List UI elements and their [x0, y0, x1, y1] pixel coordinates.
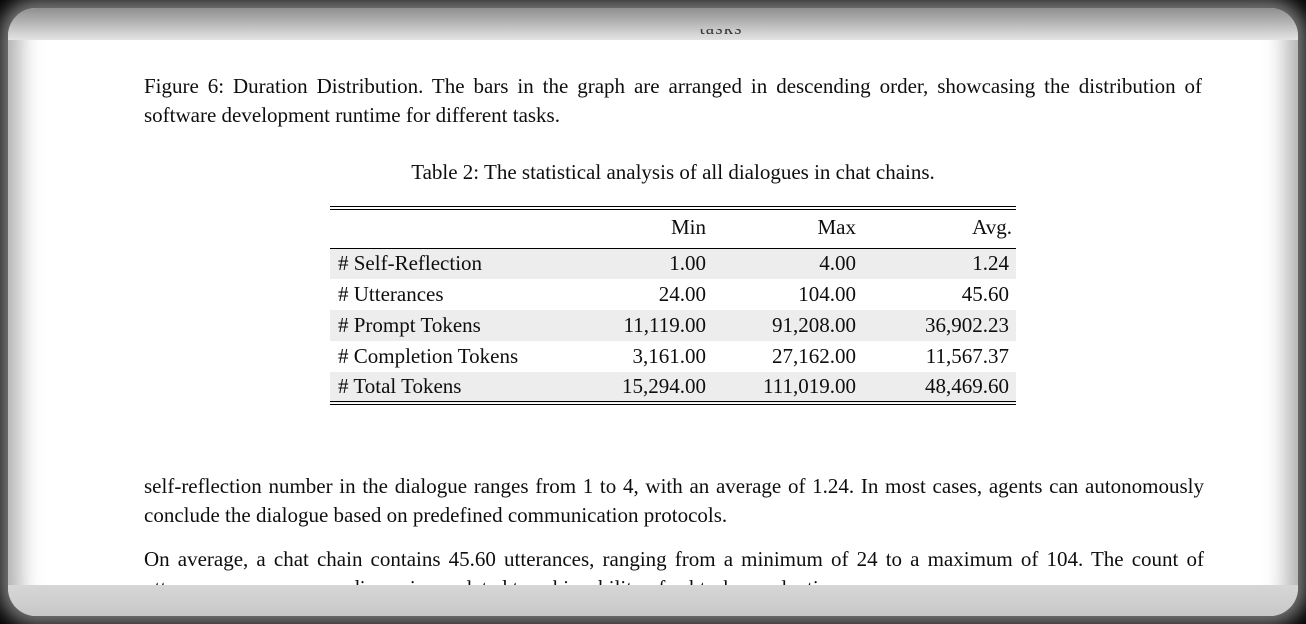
- statistics-table: Min Max Avg. # Self-Reflection 1.00 4.00…: [330, 206, 1016, 405]
- table-row-self-reflection: # Self-Reflection 1.00 4.00 1.24: [330, 248, 1016, 279]
- cell-avg: 36,902.23: [925, 313, 1009, 337]
- cell-avg: 45.60: [961, 282, 1009, 306]
- axis-label-fragment: tasks: [676, 29, 766, 40]
- row-label: # Utterances: [338, 282, 444, 306]
- bottom-shadow-overlay: [8, 585, 1298, 616]
- clipped-figure-axis-label: tasks: [676, 29, 766, 40]
- cell-max: 111,019.00: [763, 374, 856, 398]
- row-label: # Total Tokens: [338, 374, 462, 398]
- body-paragraph-1: self-reflection number in the dialogue r…: [144, 474, 1204, 527]
- cell-min: 3,161.00: [632, 344, 707, 368]
- statistics-table-container: Min Max Avg. # Self-Reflection 1.00 4.00…: [330, 206, 1016, 405]
- cell-avg: 48,469.60: [925, 374, 1009, 398]
- table-row-prompt-tokens: # Prompt Tokens 11,119.00 91,208.00 36,9…: [330, 310, 1016, 341]
- column-header-empty: [330, 208, 580, 249]
- cell-avg: 1.24: [972, 251, 1009, 276]
- cell-max: 27,162.00: [772, 344, 856, 368]
- table-row-total-tokens: # Total Tokens 15,294.00 111,019.00 48,4…: [330, 372, 1016, 403]
- cell-min: 24.00: [658, 282, 706, 306]
- cell-min: 1.00: [669, 251, 706, 276]
- cell-min: 11,119.00: [623, 313, 706, 337]
- cell-min: 15,294.00: [622, 374, 706, 398]
- top-shadow-overlay: tasks: [8, 8, 1298, 40]
- table-header-row: Min Max Avg.: [330, 208, 1016, 249]
- table-row-utterances: # Utterances 24.00 104.00 45.60: [330, 279, 1016, 310]
- row-label: # Completion Tokens: [338, 344, 519, 368]
- document-page: tasks Figure 6: Duration Distribution. T…: [8, 8, 1298, 616]
- cell-max: 4.00: [819, 251, 856, 276]
- column-header-min: Min: [580, 208, 710, 249]
- cell-max: 104.00: [798, 282, 856, 306]
- figure-caption: Figure 6: Duration Distribution. The bar…: [144, 74, 1202, 127]
- table-row-completion-tokens: # Completion Tokens 3,161.00 27,162.00 1…: [330, 341, 1016, 372]
- cell-avg: 11,567.37: [925, 344, 1009, 368]
- cell-max: 91,208.00: [772, 313, 856, 337]
- row-label: # Prompt Tokens: [338, 313, 481, 337]
- column-header-max: Max: [710, 208, 860, 249]
- row-label: # Self-Reflection: [338, 251, 483, 276]
- column-header-avg: Avg.: [860, 208, 1016, 249]
- page-content: Figure 6: Duration Distribution. The bar…: [8, 8, 1298, 616]
- table-caption: Table 2: The statistical analysis of all…: [411, 160, 935, 184]
